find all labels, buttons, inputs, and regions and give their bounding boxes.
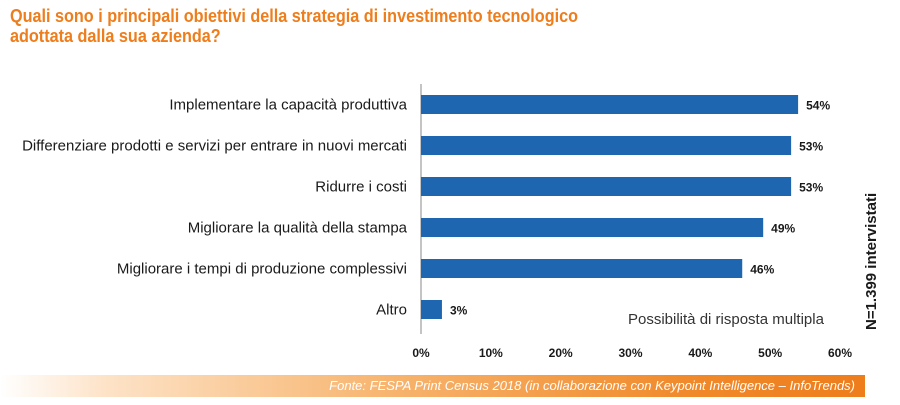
- x-tick-label: 50%: [758, 346, 782, 360]
- value-label: 49%: [771, 222, 795, 236]
- category-label: Differenziare prodotti e servizi per ent…: [22, 138, 407, 155]
- title-line-2: adottata dalla sua azienda?: [10, 26, 221, 46]
- category-label: Migliorare la qualità della stampa: [188, 220, 408, 237]
- value-label: 54%: [806, 99, 830, 113]
- bar: [421, 95, 799, 114]
- x-tick-label: 40%: [688, 346, 712, 360]
- x-tick-label: 0%: [412, 346, 430, 360]
- category-label: Ridurre i costi: [315, 179, 407, 196]
- source-footer: Fonte: FESPA Print Census 2018 (in colla…: [0, 375, 865, 397]
- category-label: Migliorare i tempi di produzione comples…: [117, 261, 407, 278]
- value-label: 53%: [799, 140, 823, 154]
- category-label: Altro: [376, 302, 407, 319]
- x-tick-label: 10%: [479, 346, 503, 360]
- source-text: Fonte: FESPA Print Census 2018 (in colla…: [329, 378, 855, 393]
- x-tick-label: 60%: [828, 346, 852, 360]
- bar: [421, 177, 792, 196]
- chart-title: Quali sono i principali obiettivi della …: [10, 6, 640, 46]
- x-tick-label: 20%: [549, 346, 573, 360]
- value-label: 53%: [799, 181, 823, 195]
- multiple-answers-note: Possibilità di risposta multipla: [628, 311, 824, 328]
- bar: [421, 300, 442, 319]
- category-label: Implementare la capacità produttiva: [169, 97, 407, 114]
- sample-size-note: N=1.399 intervistati: [863, 192, 880, 330]
- value-label: 46%: [750, 263, 774, 277]
- bar: [421, 218, 764, 237]
- title-line-1: Quali sono i principali obiettivi della …: [10, 6, 578, 26]
- value-label: 3%: [450, 304, 468, 318]
- x-tick-label: 30%: [618, 346, 642, 360]
- bar: [421, 136, 792, 155]
- bar: [421, 259, 743, 278]
